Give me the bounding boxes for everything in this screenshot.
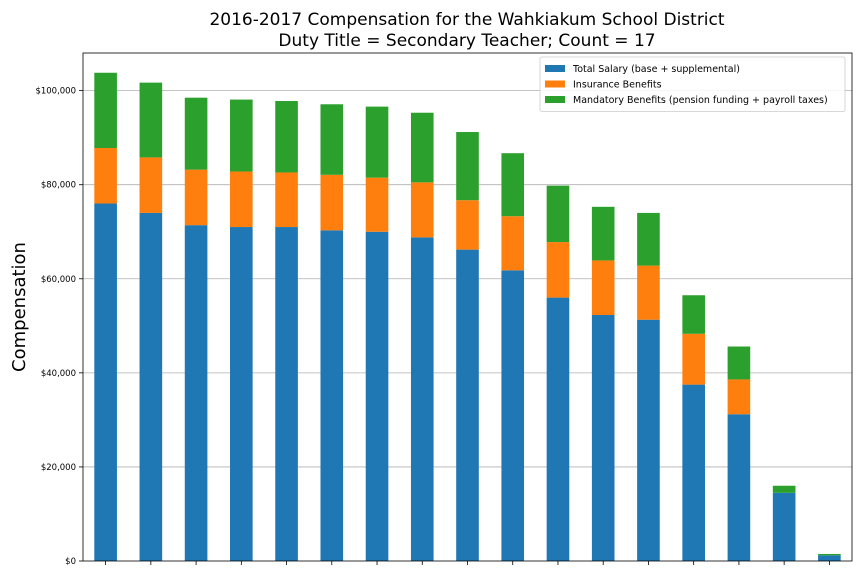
bar-2-2: [139, 157, 163, 213]
bar-3-2: [139, 82, 163, 158]
bar-2-6: [320, 174, 344, 231]
bar-3-9: [456, 132, 479, 201]
bar-3-10: [501, 153, 525, 217]
bar-2-5: [275, 172, 298, 228]
bar-1-16: [772, 492, 796, 561]
legend-label-3: Mandatory Benefits (pension funding + pa…: [573, 95, 828, 106]
y-axis-label: Compensation: [9, 242, 30, 372]
bar-1-9: [456, 249, 479, 562]
bar-3-11: [546, 185, 570, 243]
bar-1-4: [230, 227, 253, 561]
y-tick-label-0: $0: [65, 557, 76, 567]
bar-2-7: [365, 177, 389, 232]
legend-label-1: Total Salary (base + supplemental): [572, 64, 740, 75]
bar-1-3: [184, 225, 208, 561]
plot-frame: [82, 52, 853, 562]
bar-1-14: [682, 384, 705, 561]
bar-1-12: [591, 314, 615, 561]
bar-1-5: [275, 227, 298, 561]
bar-2-14: [682, 333, 705, 385]
bar-1-2: [139, 212, 163, 562]
legend-box: [539, 56, 846, 112]
bar-3-13: [637, 212, 660, 266]
y-tick-label-5: $100,000: [35, 87, 76, 97]
bar-1-8: [410, 237, 434, 561]
legend-label-2: Insurance Benefits: [573, 80, 662, 91]
bar-3-17: [818, 553, 841, 556]
bar-1-10: [501, 270, 525, 561]
bar-2-11: [546, 242, 570, 298]
bar-1-11: [546, 297, 570, 561]
bars: [94, 72, 841, 562]
y-tick-label-2: $40,000: [41, 369, 76, 379]
axes: $0 $20,000 $40,000 $60,000 $80,000 $100,000: [35, 52, 853, 567]
bar-3-5: [275, 100, 298, 173]
bar-3-16: [772, 485, 796, 493]
bar-1-17: [818, 555, 841, 561]
bar-2-13: [637, 265, 660, 320]
chart-title: 2016-2017 Compensation for the Wahkiakum…: [209, 10, 724, 30]
bar-3-15: [727, 346, 751, 380]
bar-3-1: [94, 72, 117, 149]
bar-1-15: [727, 414, 751, 561]
bar-3-6: [320, 104, 344, 175]
bar-3-4: [230, 99, 253, 172]
bar-2-4: [230, 171, 253, 228]
bar-2-9: [456, 200, 479, 250]
legend-swatch-2: [545, 80, 565, 88]
bar-2-15: [727, 379, 751, 415]
bar-3-3: [184, 97, 208, 170]
legend-swatch-1: [545, 65, 565, 72]
bar-1-6: [320, 230, 344, 561]
y-tick-label-3: $60,000: [41, 275, 76, 285]
bar-1-13: [637, 319, 660, 561]
bar-1-7: [365, 231, 389, 562]
bar-3-14: [682, 295, 705, 334]
y-tick-label-4: $80,000: [41, 181, 76, 191]
bar-2-8: [410, 182, 434, 238]
bar-2-1: [94, 148, 117, 204]
chart-subtitle: Duty Title = Secondary Teacher; Count = …: [278, 31, 655, 51]
legend: Total Salary (base + supplemental) Insura…: [539, 56, 846, 112]
bar-2-12: [591, 260, 615, 315]
bar-3-7: [365, 106, 389, 178]
bar-1-1: [94, 203, 117, 561]
y-tick-label-1: $20,000: [41, 463, 76, 473]
bar-2-10: [501, 216, 525, 271]
legend-swatch-3: [545, 96, 565, 103]
bar-3-8: [410, 112, 434, 183]
bar-2-3: [184, 169, 208, 226]
bar-3-12: [591, 206, 615, 261]
